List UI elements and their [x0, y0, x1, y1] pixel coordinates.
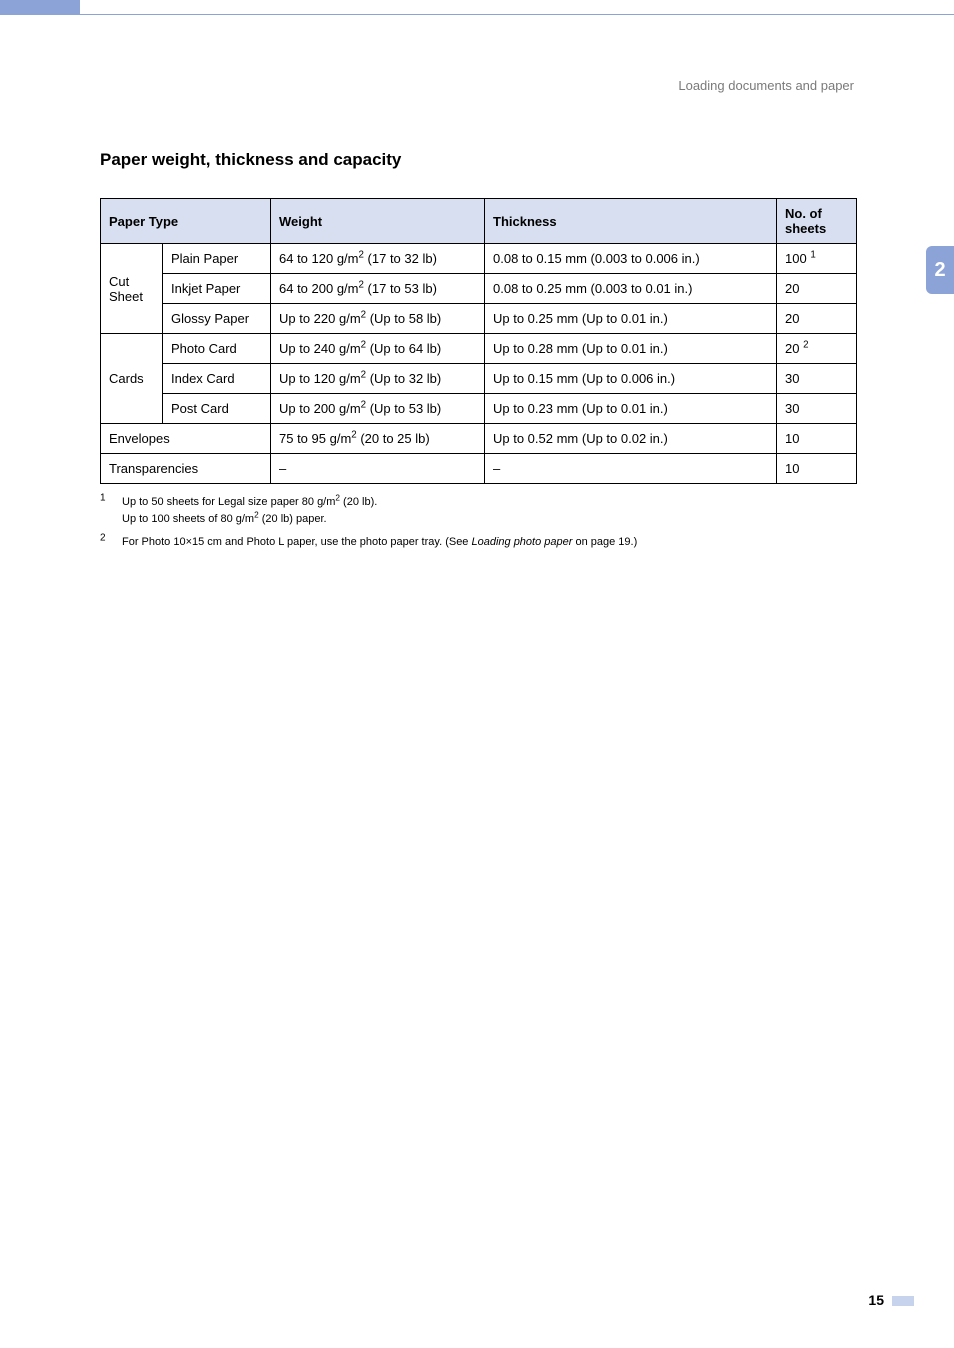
- footnote-text: Up to 50 sheets for Legal size paper 80 …: [122, 496, 335, 508]
- thickness-cell: –: [485, 454, 777, 484]
- thickness-cell: Up to 0.15 mm (Up to 0.006 in.): [485, 364, 777, 394]
- thickness-cell: Up to 0.25 mm (Up to 0.01 in.): [485, 304, 777, 334]
- sheets-val: 20: [785, 341, 799, 356]
- thickness-cell: Up to 0.52 mm (Up to 0.02 in.): [485, 424, 777, 454]
- page-number: 15: [868, 1292, 884, 1308]
- weight-post: (17 to 53 lb): [364, 281, 437, 296]
- subtype-cell: Post Card: [163, 394, 271, 424]
- weight-cell: 64 to 120 g/m2 (17 to 32 lb): [271, 244, 485, 274]
- weight-pre: Up to 200 g/m: [279, 401, 361, 416]
- weight-post: (Up to 32 lb): [366, 371, 441, 386]
- paper-spec-table: Paper Type Weight Thickness No. of sheet…: [100, 198, 857, 484]
- weight-pre: 64 to 120 g/m: [279, 251, 359, 266]
- table-row: Cut Sheet Plain Paper 64 to 120 g/m2 (17…: [101, 244, 857, 274]
- weight-cell: 75 to 95 g/m2 (20 to 25 lb): [271, 424, 485, 454]
- thickness-cell: Up to 0.28 mm (Up to 0.01 in.): [485, 334, 777, 364]
- sheets-sup: 2: [803, 340, 808, 351]
- sheets-cell: 30: [777, 394, 857, 424]
- footnote-text: Up to 100 sheets of 80 g/m: [122, 513, 254, 525]
- subtype-cell: Plain Paper: [163, 244, 271, 274]
- table-header-row: Paper Type Weight Thickness No. of sheet…: [101, 199, 857, 244]
- footnote-num: 2: [100, 532, 106, 543]
- weight-post: (Up to 64 lb): [366, 341, 441, 356]
- footnote-2: 2 For Photo 10×15 cm and Photo L paper, …: [100, 534, 854, 551]
- sheets-cell: 30: [777, 364, 857, 394]
- th-weight: Weight: [271, 199, 485, 244]
- footnote-ref: Loading photo paper: [471, 536, 572, 548]
- full-type-cell: Transparencies: [101, 454, 271, 484]
- weight-pre: 75 to 95 g/m: [279, 431, 351, 446]
- top-rule: [0, 14, 954, 15]
- weight-cell: Up to 200 g/m2 (Up to 53 lb): [271, 394, 485, 424]
- weight-post: (Up to 53 lb): [366, 401, 441, 416]
- section-title: Paper weight, thickness and capacity: [100, 150, 854, 170]
- weight-cell: Up to 120 g/m2 (Up to 32 lb): [271, 364, 485, 394]
- footnote-text: on page 19.): [572, 536, 637, 548]
- sheets-cell: 20 2: [777, 334, 857, 364]
- weight-pre: Up to 240 g/m: [279, 341, 361, 356]
- sheets-val: 100: [785, 251, 807, 266]
- page-number-bar: [892, 1296, 914, 1306]
- footnote-num: 1: [100, 492, 106, 503]
- thickness-cell: Up to 0.23 mm (Up to 0.01 in.): [485, 394, 777, 424]
- table-row: Cards Photo Card Up to 240 g/m2 (Up to 6…: [101, 334, 857, 364]
- table-row: Glossy Paper Up to 220 g/m2 (Up to 58 lb…: [101, 304, 857, 334]
- weight-cell: Up to 240 g/m2 (Up to 64 lb): [271, 334, 485, 364]
- weight-cell: Up to 220 g/m2 (Up to 58 lb): [271, 304, 485, 334]
- th-paper-type: Paper Type: [101, 199, 271, 244]
- thickness-cell: 0.08 to 0.25 mm (0.003 to 0.01 in.): [485, 274, 777, 304]
- sheets-sup: 1: [810, 250, 815, 261]
- footnotes: 1 Up to 50 sheets for Legal size paper 8…: [100, 494, 854, 551]
- sheets-cell: 10: [777, 424, 857, 454]
- subtype-cell: Glossy Paper: [163, 304, 271, 334]
- top-accent-bar: [0, 0, 80, 14]
- group-cell: Cards: [101, 334, 163, 424]
- thickness-cell: 0.08 to 0.15 mm (0.003 to 0.006 in.): [485, 244, 777, 274]
- subtype-cell: Index Card: [163, 364, 271, 394]
- footnote-text: (20 lb).: [340, 496, 377, 508]
- sheets-cell: 10: [777, 454, 857, 484]
- weight-pre: 64 to 200 g/m: [279, 281, 359, 296]
- weight-post: (17 to 32 lb): [364, 251, 437, 266]
- th-sheets: No. of sheets: [777, 199, 857, 244]
- weight-post: (20 to 25 lb): [357, 431, 430, 446]
- sheets-cell: 20: [777, 274, 857, 304]
- subtype-cell: Photo Card: [163, 334, 271, 364]
- subtype-cell: Inkjet Paper: [163, 274, 271, 304]
- running-head: Loading documents and paper: [678, 78, 854, 93]
- full-type-cell: Envelopes: [101, 424, 271, 454]
- chapter-side-tab: 2: [926, 246, 954, 294]
- sheets-cell: 20: [777, 304, 857, 334]
- th-thickness: Thickness: [485, 199, 777, 244]
- table-row: Transparencies – – 10: [101, 454, 857, 484]
- sheets-cell: 100 1: [777, 244, 857, 274]
- footnote-text: For Photo 10×15 cm and Photo L paper, us…: [122, 536, 471, 548]
- weight-post: (Up to 58 lb): [366, 311, 441, 326]
- group-cell: Cut Sheet: [101, 244, 163, 334]
- table-row: Inkjet Paper 64 to 200 g/m2 (17 to 53 lb…: [101, 274, 857, 304]
- footnote-1: 1 Up to 50 sheets for Legal size paper 8…: [100, 494, 854, 528]
- weight-cell: 64 to 200 g/m2 (17 to 53 lb): [271, 274, 485, 304]
- footnote-text: (20 lb) paper.: [259, 513, 327, 525]
- table-row: Envelopes 75 to 95 g/m2 (20 to 25 lb) Up…: [101, 424, 857, 454]
- table-row: Post Card Up to 200 g/m2 (Up to 53 lb) U…: [101, 394, 857, 424]
- table-row: Index Card Up to 120 g/m2 (Up to 32 lb) …: [101, 364, 857, 394]
- chapter-number: 2: [934, 259, 945, 282]
- weight-cell: –: [271, 454, 485, 484]
- weight-pre: Up to 120 g/m: [279, 371, 361, 386]
- weight-pre: Up to 220 g/m: [279, 311, 361, 326]
